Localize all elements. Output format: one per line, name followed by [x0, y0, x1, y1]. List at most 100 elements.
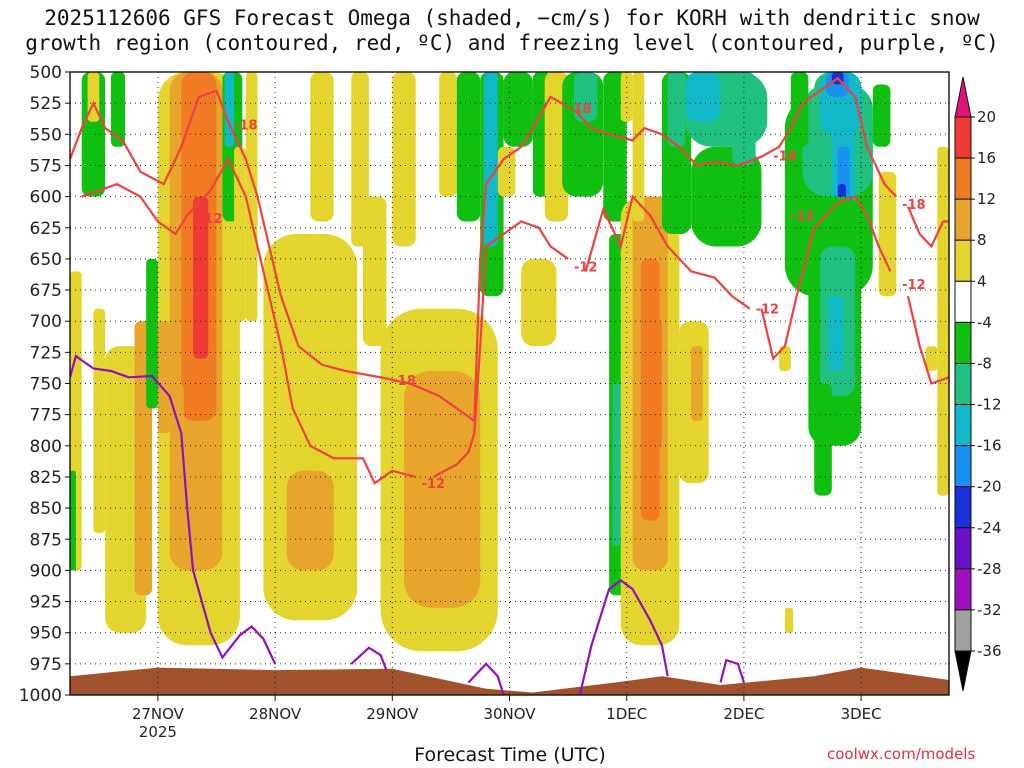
omega-cell — [732, 72, 756, 166]
omega-cell — [521, 258, 557, 347]
x-tick-sublabel: 2025 — [139, 723, 177, 741]
freezing-level-contours — [70, 354, 745, 695]
colorbar-swatch — [954, 321, 972, 364]
colorbar-tick-label: -24 — [977, 519, 1002, 537]
y-tick-label: 725 — [30, 343, 62, 363]
omega-cell — [691, 146, 762, 247]
colorbar-tick-label: 12 — [977, 190, 996, 208]
dgz-contour-label: -18 — [568, 102, 592, 117]
omega-cell — [667, 72, 686, 147]
dgz-contour-line — [906, 296, 949, 385]
dgz-contour-label: -18 — [234, 118, 258, 133]
dgz-contour-label: -12 — [902, 278, 926, 293]
omega-cell — [779, 346, 791, 371]
omega-cell — [157, 321, 170, 434]
dgz-contour-line — [70, 89, 411, 385]
dgz-contour-label: -12 — [574, 260, 598, 275]
omega-cell — [111, 72, 126, 147]
x-axis-label: Forecast Time (UTC) — [414, 744, 606, 766]
omega-cell — [224, 72, 235, 147]
y-tick-label: 775 — [30, 406, 62, 426]
x-tick-label: 2DEC — [723, 705, 764, 723]
x-tick-label: 30NOV — [483, 705, 536, 723]
colorbar-tick-label: -12 — [977, 396, 1002, 414]
omega-cell — [612, 383, 621, 546]
x-tick-label: 29NOV — [366, 705, 419, 723]
dgz-contour-label: -12 — [756, 303, 780, 318]
terrain-layer — [70, 667, 949, 695]
y-tick-label: 750 — [30, 375, 62, 395]
freezing-level-line — [70, 354, 277, 665]
omega-cell — [574, 72, 598, 122]
dgz-contour-line — [760, 195, 892, 361]
colorbar-swatch — [954, 568, 972, 611]
colorbar-swatch — [954, 239, 972, 282]
freezing-level-line — [350, 646, 388, 671]
y-tick-label: 875 — [30, 530, 62, 550]
dgz-contour-line — [584, 194, 751, 310]
y-tick-label: 650 — [30, 250, 62, 270]
colorbar-tick-label: 16 — [977, 149, 996, 167]
omega-cell — [483, 72, 498, 247]
y-tick-label: 575 — [30, 156, 62, 176]
colorbar-swatch — [954, 486, 972, 529]
omega-cell — [828, 296, 844, 372]
dgz-contour-label: -12 — [791, 209, 815, 224]
colorbar-tick-label: -32 — [977, 601, 1002, 619]
omega-cell — [784, 607, 794, 633]
dgz-contour-label: -18 — [392, 374, 416, 389]
y-tick-label: 800 — [30, 437, 62, 457]
omega-cell — [286, 470, 334, 571]
colorbar-swatch — [954, 157, 972, 200]
freezing-level-line — [467, 662, 505, 695]
colorbar-tick-label: -20 — [977, 478, 1002, 496]
colorbar-tick-label: -36 — [977, 642, 1002, 660]
dgz-contour-line — [432, 220, 569, 478]
omega-shading — [70, 72, 949, 652]
colorbar-bottom-arrow — [954, 650, 972, 692]
colorbar-swatch — [954, 445, 972, 488]
y-tick-label: 1000 — [19, 686, 62, 706]
y-tick-label: 600 — [30, 188, 62, 208]
omega-cell — [172, 383, 184, 546]
colorbar-swatch — [954, 198, 972, 241]
omega-cell — [632, 72, 645, 222]
site-credit: coolwx.com/models — [827, 745, 976, 763]
omega-cell — [93, 308, 106, 533]
omega-cell — [392, 72, 416, 247]
y-tick-label: 675 — [30, 281, 62, 301]
colorbar-tick-label: -8 — [977, 354, 992, 372]
omega-cell — [310, 72, 334, 222]
dgz-contour-label: -18 — [773, 149, 797, 164]
dgz-contour-line — [906, 206, 949, 249]
omega-cell — [193, 196, 209, 359]
freezing-level-line — [578, 579, 669, 695]
dgz-contour-label: -12 — [199, 212, 223, 227]
omega-cell — [146, 258, 158, 409]
colorbar-tick-label: 8 — [977, 231, 987, 249]
colorbar-top-arrow — [954, 76, 972, 118]
plot-axes: 500 525 550 575 600 625 650 675 700 725 750 775 800 8… — [19, 63, 950, 741]
colorbar: 20 16 12 8 4 -4 -8 -12 -16 -20 -24 -28 -32 -36 — [954, 76, 1002, 692]
freezing-level-line — [719, 658, 745, 683]
y-tick-label: 550 — [30, 125, 62, 145]
colorbar-tick-label: 20 — [977, 108, 996, 126]
omega-cell — [685, 72, 721, 122]
y-tick-label: 900 — [30, 561, 62, 581]
colorbar-tick-label: -28 — [977, 560, 1002, 578]
colorbar-tick-label: 4 — [977, 272, 987, 290]
colorbar-swatch — [954, 116, 972, 159]
colorbar-tick-label: -4 — [977, 313, 992, 331]
title-line-2: growth region (contoured, red, ºC) and f… — [25, 31, 999, 55]
y-tick-label: 700 — [30, 312, 62, 332]
terrain-fill — [70, 667, 949, 695]
chart-title: 2025112606 GFS Forecast Omega (shaded, −… — [0, 6, 1024, 56]
y-tick-label: 525 — [30, 94, 62, 114]
x-tick-label: 1DEC — [606, 705, 647, 723]
dgz-contour-label: -18 — [902, 198, 926, 213]
y-tick-label: 625 — [30, 219, 62, 239]
colorbar-swatch — [954, 527, 972, 570]
colorbar-swatch — [954, 280, 972, 323]
x-tick-label: 27NOV — [132, 705, 185, 723]
